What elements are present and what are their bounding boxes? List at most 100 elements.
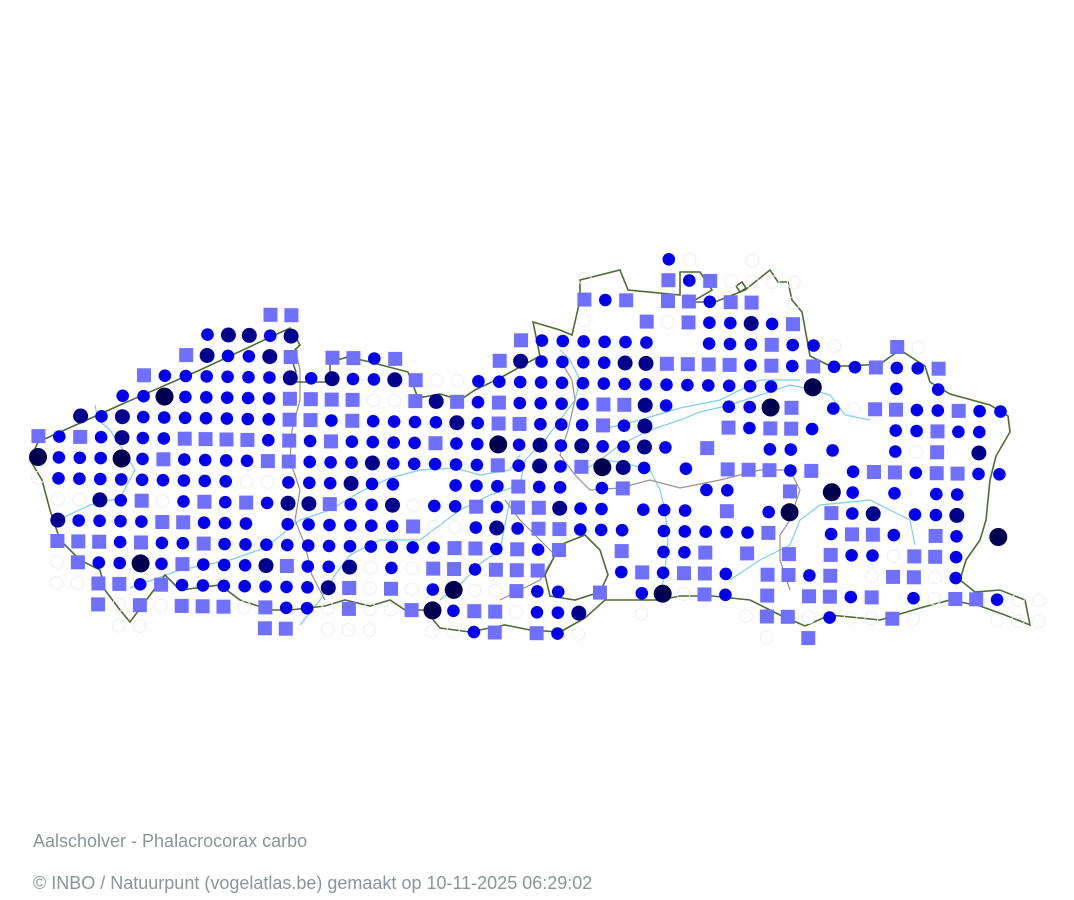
empty-cell-circle bbox=[509, 605, 523, 619]
observation-square bbox=[156, 452, 171, 467]
observation-dot bbox=[803, 569, 816, 582]
empty-cell-circle bbox=[155, 494, 170, 508]
observation-dot bbox=[199, 411, 213, 425]
observation-square bbox=[577, 292, 592, 307]
observation-dot-medium bbox=[220, 327, 236, 343]
observation-dot-medium bbox=[428, 393, 444, 409]
observation-dot bbox=[703, 316, 716, 330]
observation-dot bbox=[678, 504, 692, 517]
observation-dot bbox=[239, 538, 252, 551]
observation-dot bbox=[531, 585, 544, 598]
observation-square bbox=[491, 416, 506, 431]
observation-square bbox=[112, 576, 127, 591]
observation-square bbox=[154, 577, 169, 592]
observation-dot-medium bbox=[865, 506, 881, 522]
observation-square bbox=[408, 394, 423, 409]
observation-dot bbox=[303, 434, 317, 448]
observation-square bbox=[784, 400, 799, 415]
observation-dot bbox=[929, 508, 943, 522]
observation-square bbox=[723, 295, 738, 310]
observation-dot bbox=[493, 375, 506, 389]
observation-dot bbox=[365, 498, 378, 512]
observation-square bbox=[783, 484, 797, 499]
observation-dot bbox=[279, 601, 293, 615]
observation-dot bbox=[846, 507, 859, 520]
observation-square bbox=[890, 340, 905, 354]
observation-dot bbox=[471, 395, 485, 409]
empty-cell-circle bbox=[745, 253, 760, 268]
observation-dot bbox=[491, 479, 504, 493]
observation-dot bbox=[615, 523, 629, 537]
observation-dot bbox=[845, 549, 858, 562]
observation-square bbox=[341, 601, 356, 616]
observation-dot bbox=[366, 414, 380, 428]
observation-dot bbox=[301, 539, 315, 552]
observation-dot bbox=[114, 473, 128, 486]
observation-dot-medium bbox=[489, 520, 505, 536]
observation-dot bbox=[472, 375, 485, 388]
observation-dot bbox=[890, 382, 903, 396]
observation-dot bbox=[722, 379, 736, 393]
observation-square bbox=[509, 584, 524, 599]
observation-square bbox=[529, 626, 544, 641]
observation-square bbox=[303, 392, 318, 407]
observation-dot bbox=[323, 518, 336, 532]
observation-square bbox=[155, 515, 170, 529]
observation-square bbox=[279, 559, 294, 573]
observation-dot-large bbox=[444, 580, 463, 599]
observation-dot bbox=[406, 541, 420, 554]
observation-dot bbox=[52, 451, 66, 464]
empty-cell-circle bbox=[843, 611, 858, 625]
province-border-east-flanders-antwerp bbox=[559, 359, 801, 591]
observation-square bbox=[137, 368, 151, 383]
empty-cell-circle bbox=[847, 402, 862, 416]
observation-square bbox=[802, 589, 816, 604]
observation-square bbox=[50, 534, 65, 548]
observation-dot bbox=[241, 412, 255, 426]
observation-dot bbox=[551, 627, 564, 640]
observation-dot-medium bbox=[637, 397, 653, 413]
observation-dot bbox=[240, 454, 254, 468]
empty-cell-circle bbox=[154, 598, 168, 613]
observation-dot bbox=[844, 590, 858, 604]
observation-square bbox=[759, 609, 774, 624]
observation-dot bbox=[137, 410, 150, 424]
observation-square bbox=[324, 434, 338, 449]
observation-dot bbox=[700, 483, 713, 497]
observation-dot bbox=[53, 430, 66, 443]
observation-dot bbox=[304, 372, 318, 385]
observation-square bbox=[659, 356, 674, 371]
observation-dot bbox=[597, 377, 611, 390]
observation-dot bbox=[678, 546, 691, 559]
observation-dot bbox=[576, 376, 590, 390]
observation-dot bbox=[577, 356, 590, 369]
observation-dot bbox=[699, 525, 712, 538]
observation-dot bbox=[385, 561, 398, 575]
observation-dot bbox=[408, 415, 422, 429]
observation-square bbox=[282, 412, 297, 427]
observation-dot-medium bbox=[971, 445, 987, 461]
empty-cell-circle bbox=[320, 622, 335, 637]
observation-square bbox=[907, 549, 922, 564]
observation-square bbox=[868, 360, 883, 375]
observation-dot bbox=[238, 559, 252, 572]
observation-square bbox=[823, 547, 838, 562]
observation-dot-medium bbox=[552, 500, 568, 516]
observation-dot-medium bbox=[617, 355, 633, 371]
observation-dot-medium bbox=[282, 370, 298, 386]
observation-dot bbox=[994, 405, 1007, 418]
observation-dot bbox=[662, 252, 676, 266]
empty-cell-circle bbox=[111, 618, 126, 633]
observation-dot bbox=[930, 487, 943, 501]
observation-dot bbox=[807, 339, 820, 352]
observation-dot bbox=[93, 514, 106, 528]
empty-cell-circle bbox=[49, 576, 64, 590]
empty-cell-circle bbox=[577, 313, 591, 328]
observation-square bbox=[744, 295, 759, 310]
observation-dot bbox=[386, 478, 400, 491]
empty-cell-circle bbox=[724, 274, 738, 289]
observation-dot bbox=[911, 362, 924, 375]
observation-dot-large bbox=[155, 387, 174, 406]
empty-cell-circle bbox=[51, 492, 65, 507]
observation-dot bbox=[368, 352, 381, 365]
